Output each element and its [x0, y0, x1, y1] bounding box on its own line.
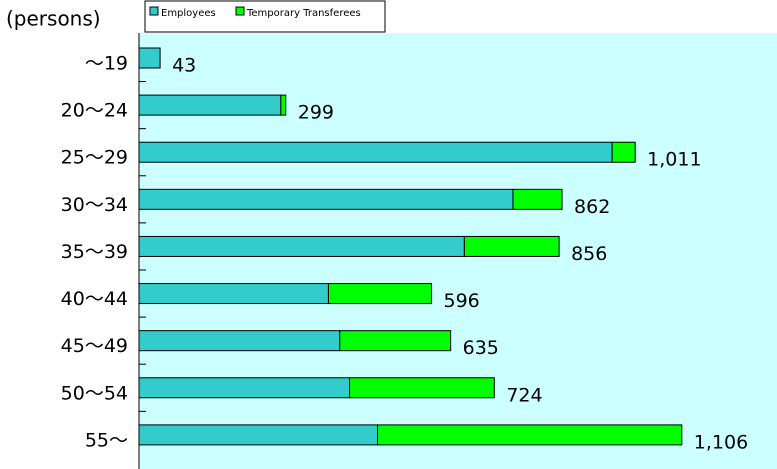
bar-segment	[138, 283, 329, 305]
y-tick-label: 40～44	[61, 288, 128, 310]
bar-segment	[377, 424, 683, 446]
total-label: 1,011	[647, 149, 701, 171]
y-tick-label: 55～	[85, 429, 128, 451]
bar-segment	[138, 47, 161, 69]
bar-segment	[138, 235, 465, 257]
bar-segment	[339, 330, 452, 352]
y-tick-label: 50～54	[61, 382, 128, 404]
bar-segment	[611, 141, 636, 163]
bar-segment	[349, 377, 495, 399]
total-label: 724	[506, 384, 542, 406]
y-tick-label: 30～34	[61, 194, 128, 216]
y-tick-label: 20～24	[61, 100, 128, 122]
total-label: 856	[571, 243, 607, 265]
legend-label: Employees	[161, 8, 216, 19]
total-label: 1,106	[694, 431, 748, 453]
bar-segment	[138, 141, 613, 163]
legend	[144, 0, 386, 33]
y-tick-label: 35～39	[61, 241, 128, 263]
legend-label: Temporary Transferees	[246, 8, 361, 19]
legend-swatch	[235, 6, 245, 16]
bar-segment	[138, 424, 379, 446]
bar-segment	[280, 94, 287, 116]
bar-segment	[138, 330, 341, 352]
bar-segment	[463, 235, 560, 257]
y-tick-label: 45～49	[61, 335, 128, 357]
bar-segment	[512, 188, 563, 210]
total-label: 862	[574, 196, 610, 218]
bar-segment	[327, 283, 432, 305]
total-label: 635	[463, 337, 499, 359]
total-label: 299	[298, 102, 334, 124]
bar-segment	[138, 377, 351, 399]
bar-segment	[138, 188, 514, 210]
y-tick-label: ～19	[85, 53, 128, 75]
legend-swatch	[149, 6, 159, 16]
total-label: 43	[172, 55, 196, 77]
bar-segment	[138, 94, 282, 116]
y-tick-label: 25～29	[61, 147, 128, 169]
y-axis-label: (persons)	[6, 7, 101, 31]
total-label: 596	[443, 290, 479, 312]
